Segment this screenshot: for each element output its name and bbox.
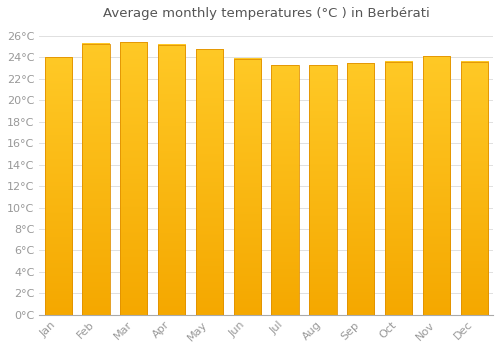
Title: Average monthly temperatures (°C ) in Berbérati: Average monthly temperatures (°C ) in Be… (103, 7, 430, 20)
Bar (385, 62, 412, 315)
Bar (82, 43, 110, 315)
Bar (347, 63, 374, 315)
Bar (196, 49, 223, 315)
Bar (120, 42, 148, 315)
Bar (422, 56, 450, 315)
Bar (234, 58, 261, 315)
Bar (460, 62, 488, 315)
Bar (272, 65, 298, 315)
Bar (158, 44, 186, 315)
Bar (44, 57, 72, 315)
Bar (310, 65, 336, 315)
